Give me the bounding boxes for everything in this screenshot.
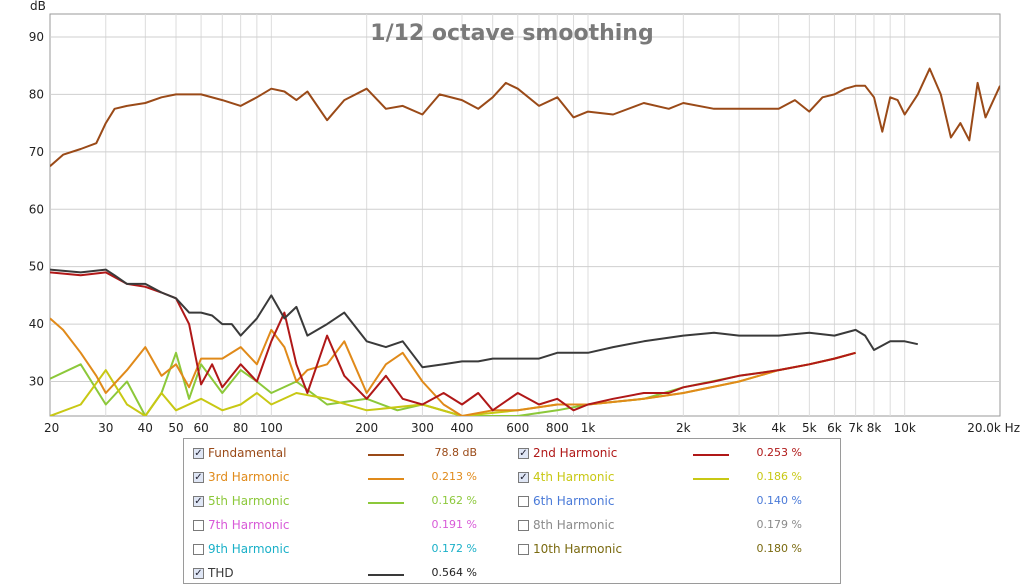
x-tick-label: 5k [802,421,817,435]
legend-checkbox-5th-harmonic[interactable]: ✓ [193,496,204,507]
legend-checkbox-8th-harmonic[interactable] [518,520,529,531]
legend-panel: ✓ Fundamental 78.8 dB ✓ 2nd Harmonic 0.253 % ✓… [183,438,841,584]
series-line-2nd-harmonic [50,271,856,412]
y-tick-label: 50 [29,260,44,274]
x-tick-label: 100 [260,421,283,435]
legend-swatch-fundamental [368,454,404,456]
x-tick-label: 600 [506,421,529,435]
legend-swatch-5th-harmonic [368,502,404,504]
x-tick-label: 300 [411,421,434,435]
legend-value-4th-harmonic: 0.186 % [756,470,802,483]
plot-background [49,13,1001,417]
x-tick-label: 20.0k Hz [967,421,1020,435]
x-tick-label: 10k [894,421,916,435]
y-axis-unit: dB [30,0,46,13]
legend-checkbox-6th-harmonic[interactable] [518,496,529,507]
legend-label-8th-harmonic: 8th Harmonic [533,518,615,532]
x-tick-label: 1k [581,421,596,435]
x-tick-label: 60 [193,421,208,435]
legend-checkbox-7th-harmonic[interactable] [193,520,204,531]
legend-label-3rd-harmonic: 3rd Harmonic [208,470,290,484]
x-tick-label: 200 [355,421,378,435]
legend-label-4th-harmonic: 4th Harmonic [533,470,615,484]
x-gridlines [105,14,906,416]
legend-checkbox-10th-harmonic[interactable] [518,544,529,555]
x-tick-label: 20 [44,421,59,435]
y-tick-label: 80 [29,87,44,101]
chart: 30 40 50 60 70 80 90 20 30 40 50 60 80 100 200 300 400 60… [29,0,1020,435]
y-tick-label: 30 [29,375,44,389]
legend-checkbox-3rd-harmonic[interactable]: ✓ [193,472,204,483]
legend-value-10th-harmonic: 0.180 % [756,542,802,555]
legend-label-9th-harmonic: 9th Harmonic [208,542,290,556]
legend-swatch-4th-harmonic [693,478,729,480]
legend-label-thd: THD [208,566,234,580]
series-line-fundamental [50,67,1000,167]
x-tick-label: 30 [98,421,113,435]
legend-checkbox-2nd-harmonic[interactable]: ✓ [518,448,529,459]
legend-label-10th-harmonic: 10th Harmonic [533,542,623,556]
legend-value-9th-harmonic: 0.172 % [431,542,477,555]
x-tick-label: 50 [168,421,183,435]
legend-swatch-thd [368,574,404,576]
legend-value-3rd-harmonic: 0.213 % [431,470,477,483]
x-tick-label: 6k [827,421,842,435]
x-tick-label: 7k [848,421,863,435]
tick-labels: 30 40 50 60 70 80 90 20 30 40 50 60 80 100 200 300 400 60… [29,30,1020,435]
legend-checkbox-9th-harmonic[interactable] [193,544,204,555]
legend-value-5th-harmonic: 0.162 % [431,494,477,507]
series-layer [50,67,1000,416]
legend-value-6th-harmonic: 0.140 % [756,494,802,507]
chart-title: 1/12 octave smoothing [370,21,653,46]
x-tick-label: 400 [451,421,474,435]
x-tick-label: 800 [546,421,569,435]
y-tick-label: 90 [29,30,44,44]
y-tick-label: 60 [29,202,44,216]
legend-label-5th-harmonic: 5th Harmonic [208,494,290,508]
legend-value-8th-harmonic: 0.179 % [756,518,802,531]
y-tick-label: 70 [29,145,44,159]
y-gridlines [50,36,1000,383]
x-tick-label: 3k [732,421,747,435]
y-tick-label: 40 [29,317,44,331]
x-tick-label: 8k [867,421,882,435]
legend-value-2nd-harmonic: 0.253 % [756,446,802,459]
legend-label-6th-harmonic: 6th Harmonic [533,494,615,508]
legend-label-7th-harmonic: 7th Harmonic [208,518,290,532]
x-tick-label: 40 [138,421,153,435]
legend-checkbox-thd[interactable]: ✓ [193,568,204,579]
legend-checkbox-4th-harmonic[interactable]: ✓ [518,472,529,483]
legend-swatch-2nd-harmonic [693,454,729,456]
series-line-3rd-harmonic [50,317,856,416]
series-line-thd [50,268,919,369]
x-tick-label: 80 [233,421,248,435]
x-tick-label: 2k [676,421,691,435]
legend-value-fundamental: 78.8 dB [434,446,477,459]
x-tick-label: 4k [771,421,786,435]
legend-checkbox-fundamental[interactable]: ✓ [193,448,204,459]
legend-label-fundamental: Fundamental [208,446,287,460]
legend-value-7th-harmonic: 0.191 % [431,518,477,531]
legend-label-2nd-harmonic: 2nd Harmonic [533,446,618,460]
legend-swatch-3rd-harmonic [368,478,404,480]
legend-value-thd: 0.564 % [431,566,477,579]
